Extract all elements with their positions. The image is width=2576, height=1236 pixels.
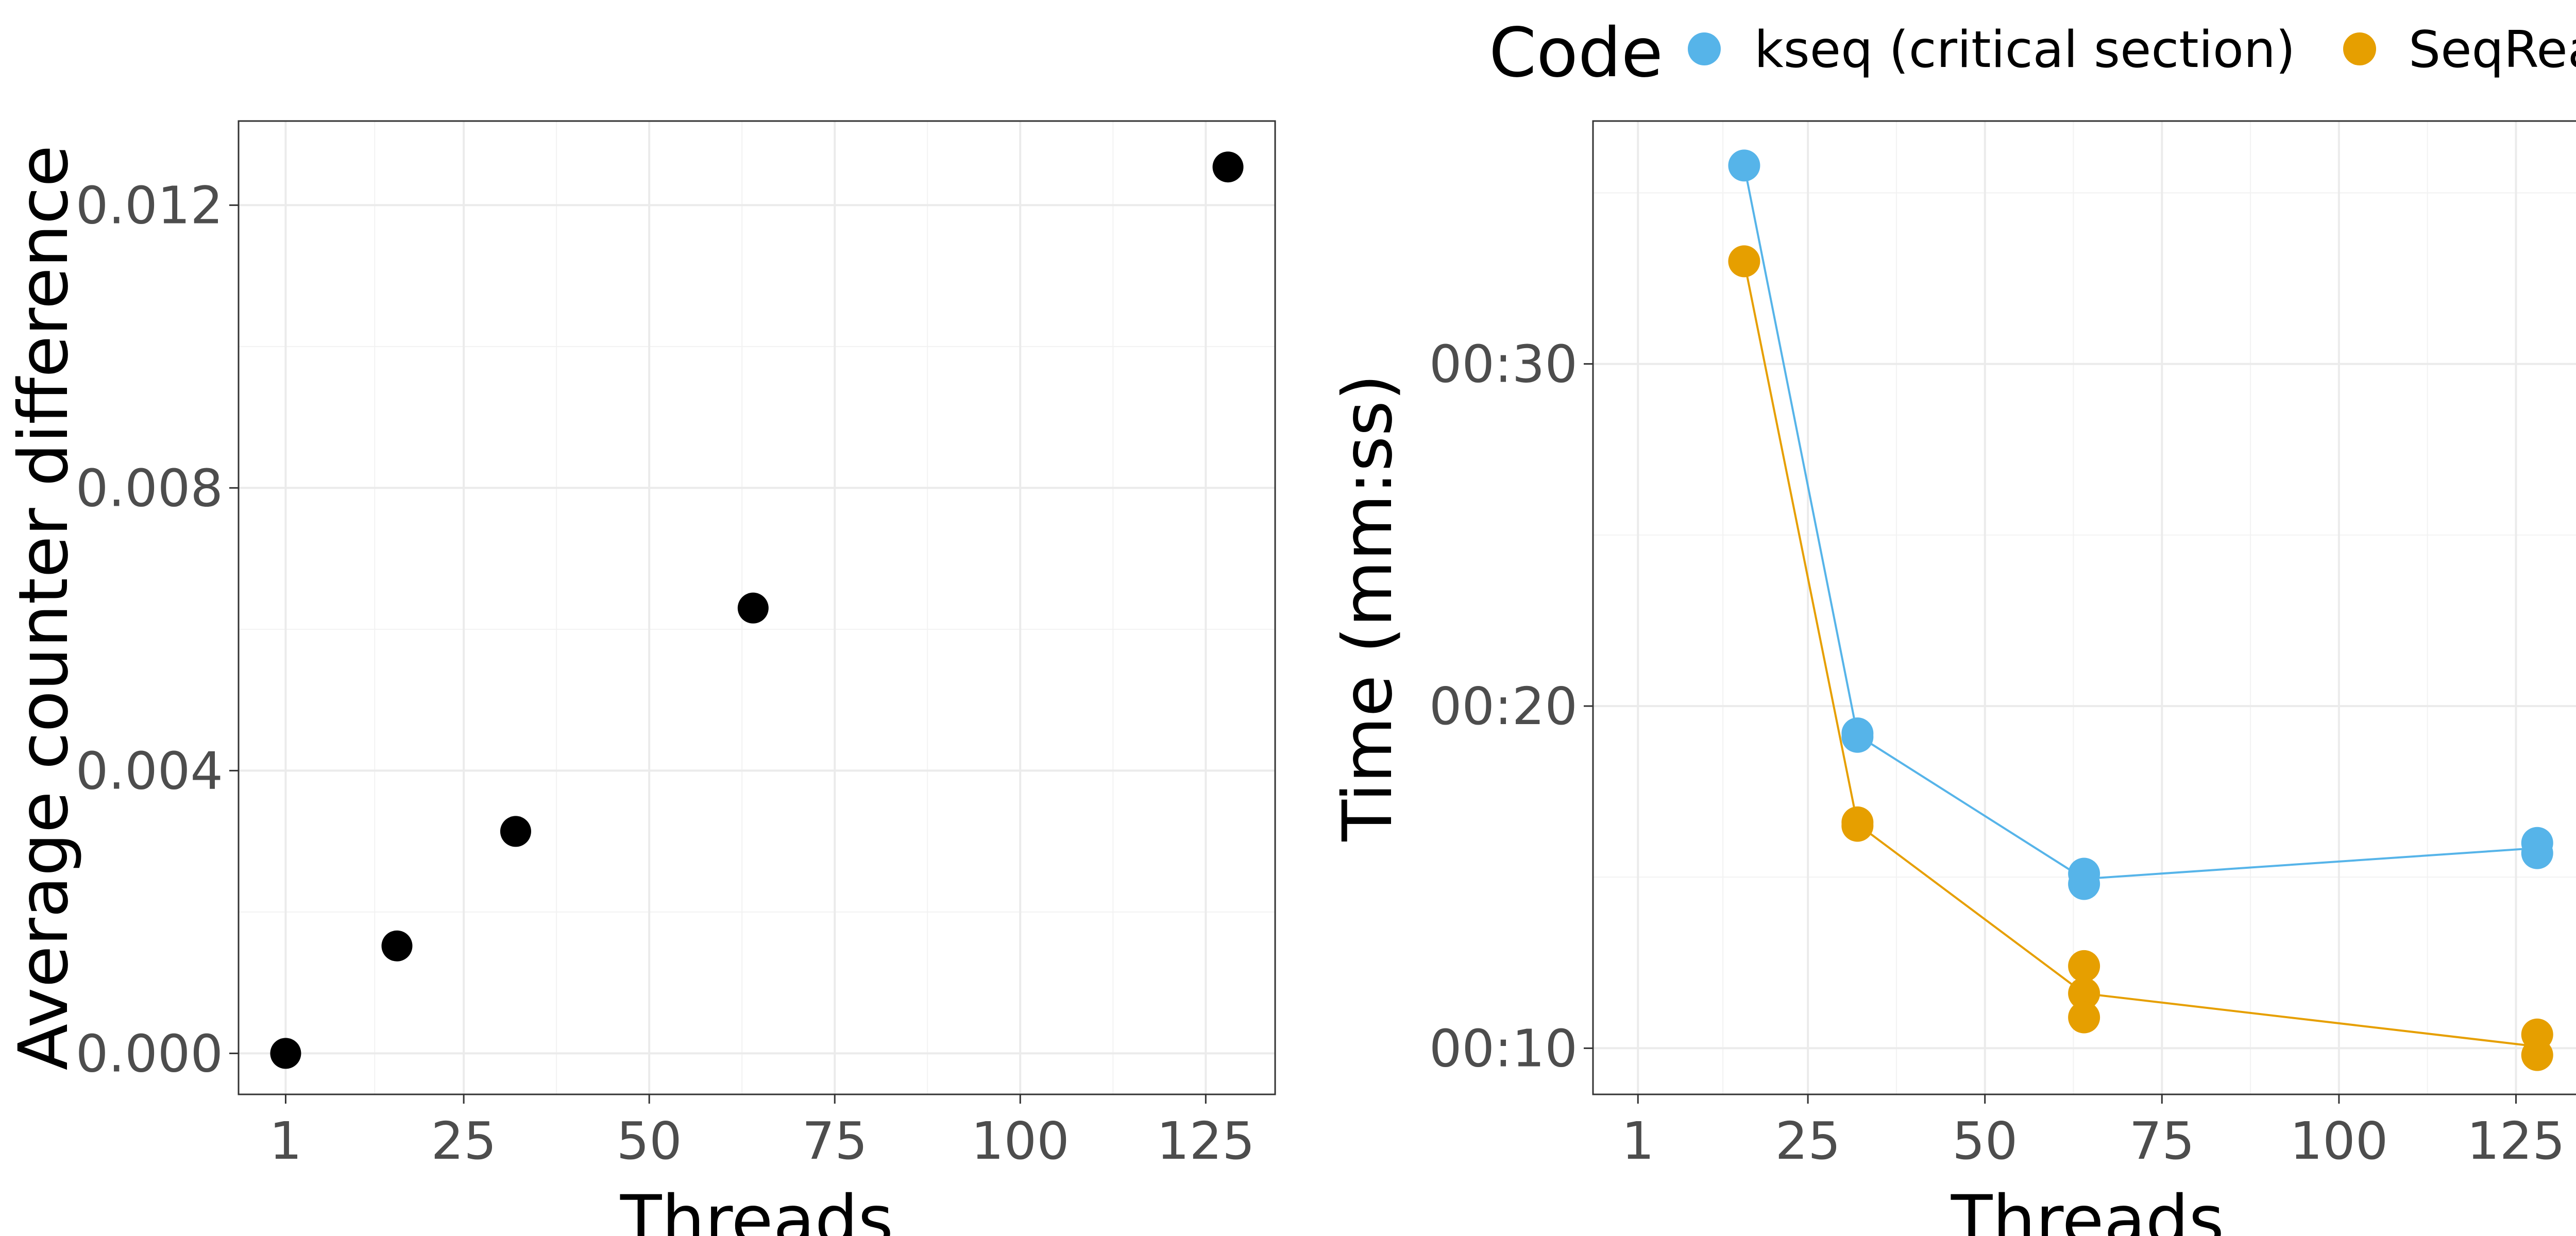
x-tick-label: 1: [269, 1111, 302, 1171]
right-chart: 1 25 50 75 100 12500:1000:2000:30ThreadsTime …: [1328, 120, 2576, 1236]
y-axis-title: Time (mm:ss): [1328, 374, 1408, 842]
legend-label-1: SeqReader: [2409, 21, 2576, 79]
x-tick-label: 25: [431, 1111, 496, 1171]
x-tick-label: 100: [971, 1111, 1070, 1171]
data-point-0: [2521, 837, 2553, 869]
data-point-0: [1212, 151, 1244, 183]
data-point-1: [1841, 810, 1874, 842]
series-line-1: [1743, 261, 2537, 1048]
x-tick-label: 1: [1621, 1111, 1654, 1171]
x-tick-label: 75: [2129, 1111, 2195, 1171]
x-axis-title: Threads: [620, 1181, 893, 1236]
x-tick-label: 75: [802, 1111, 868, 1171]
x-axis-title: Threads: [1951, 1181, 2224, 1236]
x-tick-label: 125: [1157, 1111, 1255, 1171]
y-tick-label: 0.000: [76, 1023, 223, 1084]
data-point-1: [2068, 977, 2100, 1010]
y-tick-label: 00:10: [1429, 1018, 1578, 1078]
data-point-0: [737, 592, 769, 624]
x-tick-label: 125: [2467, 1111, 2565, 1171]
data-point-0: [2068, 868, 2100, 900]
data-point-1: [2068, 1001, 2100, 1034]
y-tick-label: 0.012: [76, 175, 223, 235]
data-point-0: [381, 930, 413, 962]
x-tick-label: 50: [617, 1111, 682, 1171]
data-point-0: [500, 816, 531, 847]
left-chart: 1 25 50 75 100 1250.0000.0040.0080.012Threads…: [4, 120, 1276, 1236]
x-tick-label: 100: [2290, 1111, 2388, 1171]
data-point-0: [1728, 149, 1760, 182]
x-tick-label: 50: [1952, 1111, 2018, 1171]
panel-border: [238, 120, 1276, 1095]
data-point-1: [2068, 950, 2100, 982]
x-tick-label: 25: [1775, 1111, 1840, 1171]
legend-key-0: [1688, 32, 1721, 65]
y-tick-label: 00:20: [1429, 676, 1578, 736]
data-point-0: [1841, 720, 1874, 753]
series-line-0: [1743, 165, 2537, 880]
y-axis-title: Average counter difference: [4, 145, 83, 1071]
y-tick-label: 00:30: [1429, 334, 1578, 394]
y-tick-label: 0.004: [76, 741, 223, 801]
legend: Code kseq (critical section) SeqReader: [1489, 13, 2576, 93]
data-point-1: [2521, 1039, 2553, 1071]
panel-border: [1592, 120, 2576, 1095]
data-point-0: [270, 1038, 301, 1069]
legend-title: Code: [1489, 13, 1663, 93]
legend-label-0: kseq (critical section): [1754, 21, 2295, 79]
data-point-1: [1728, 245, 1760, 278]
legend-key-1: [2343, 32, 2376, 65]
y-tick-label: 0.008: [76, 458, 223, 518]
